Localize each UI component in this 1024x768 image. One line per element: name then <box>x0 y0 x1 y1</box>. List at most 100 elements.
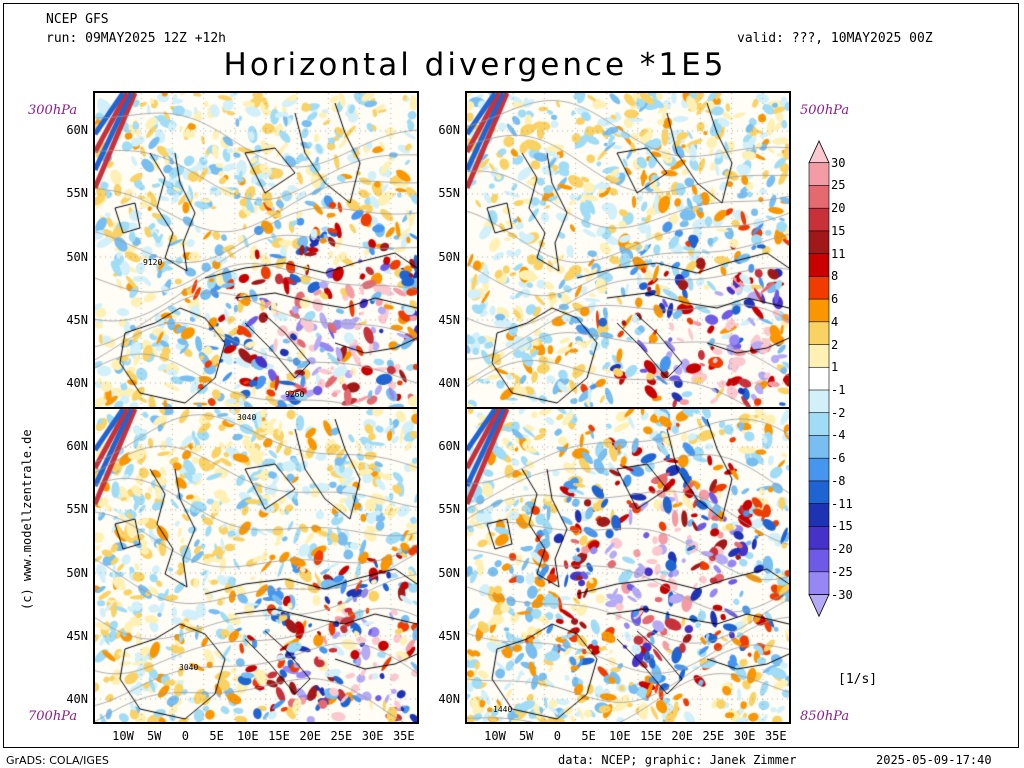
lon-label: 30E <box>361 729 384 743</box>
valid-time: valid: ???, 10MAY2025 00Z <box>737 31 933 46</box>
colorbar-swatch <box>808 298 830 323</box>
colorbar-swatch <box>808 321 830 346</box>
colorbar-tick-label: -6 <box>831 451 846 466</box>
lon-label: 10E <box>236 729 259 743</box>
lon-label: 35E <box>764 729 787 743</box>
lon-label: 15E <box>640 729 662 743</box>
level-label-700: 700hPa <box>28 709 78 724</box>
colorbar-tick-label: 11 <box>831 246 846 261</box>
contour-label: 1440 <box>493 705 513 714</box>
colorbar-tick-label: 15 <box>831 223 846 238</box>
colorbar-tick-label: 4 <box>831 314 839 329</box>
colorbar <box>808 140 830 618</box>
lat-label: 55N <box>66 502 88 516</box>
lon-label: 0 <box>553 729 561 743</box>
colorbar-tick-label: -1 <box>831 383 846 397</box>
colorbar-tick-label: -30 <box>831 587 853 602</box>
contour-label: 9120 <box>143 258 163 267</box>
colorbar-tick-label: 8 <box>831 269 839 284</box>
colorbar-swatch <box>808 344 830 369</box>
colorbar-tick-label: -20 <box>831 542 853 557</box>
lat-label: 45N <box>438 629 460 643</box>
lon-label: 10W <box>484 729 506 743</box>
contour-label: 3040 <box>237 413 257 422</box>
lat-label: 50N <box>66 250 88 264</box>
footer-credits: data: NCEP; graphic: Janek Zimmer <box>558 753 797 767</box>
contour-label: 9260 <box>285 390 305 399</box>
lat-label: 60N <box>66 123 88 137</box>
colorbar-swatch <box>808 366 830 391</box>
lat-label: 55N <box>438 502 460 516</box>
colorbar-tick-label: 6 <box>831 292 839 307</box>
lon-label: 10W <box>112 729 134 743</box>
run-time: run: 09MAY2025 12Z +12h <box>46 31 227 46</box>
colorbar-swatch <box>808 526 830 550</box>
colorbar-swatch <box>808 457 830 482</box>
panel-500hpa <box>465 91 791 409</box>
lat-label: 55N <box>66 186 88 200</box>
footer-grads: GrADS: COLA/IGES <box>6 754 109 767</box>
colorbar-swatch <box>808 389 830 414</box>
footer-timestamp: 2025-05-09-17:40 <box>876 753 992 767</box>
map-title: Horizontal divergence *1E5 <box>223 47 727 83</box>
lon-label: 25E <box>702 729 725 743</box>
lat-label: 40N <box>66 376 88 390</box>
panel-850hpa: 1440 <box>465 407 791 724</box>
lat-label: 55N <box>438 186 460 200</box>
lat-label: 40N <box>438 692 460 706</box>
lat-label: 45N <box>66 629 88 643</box>
lat-label: 45N <box>438 313 460 327</box>
lon-label: 20E <box>299 729 322 743</box>
lon-label: 0 <box>181 729 189 743</box>
level-label-850: 850hPa <box>800 709 850 724</box>
contour-label: 3040 <box>179 663 199 672</box>
colorbar-tick-label: 20 <box>831 201 846 216</box>
figure-frame <box>3 3 1019 748</box>
colorbar-swatch <box>808 185 830 209</box>
lat-label: 50N <box>66 566 88 580</box>
lat-label: 40N <box>66 692 88 706</box>
colorbar-tick-label: 25 <box>831 178 846 193</box>
colorbar-unit: [1/s] <box>838 672 878 687</box>
colorbar-tick-label: -25 <box>831 564 853 579</box>
lon-label: 10E <box>608 729 631 743</box>
colorbar-swatch <box>808 548 830 573</box>
colorbar-swatch <box>808 162 830 187</box>
colorbar-swatch <box>808 276 830 300</box>
lon-label: 5W <box>146 729 162 743</box>
colorbar-swatch <box>808 207 830 232</box>
colorbar-tick-label: 30 <box>831 155 846 170</box>
lat-label: 45N <box>66 313 88 327</box>
colorbar-tick-label: -15 <box>831 519 853 534</box>
lat-label: 60N <box>438 439 460 453</box>
panel-700hpa: 3040 3040 <box>93 407 419 724</box>
colorbar-swatch <box>808 480 830 505</box>
lon-label: 5E <box>581 729 596 743</box>
level-label-500: 500hPa <box>800 103 850 118</box>
colorbar-swatch <box>808 503 830 528</box>
colorbar-tick-label: 2 <box>831 337 839 352</box>
colorbar-tick-label: -2 <box>831 405 846 420</box>
colorbar-swatch <box>808 571 830 596</box>
copyright-text: (c) www.modellzentrale.de <box>20 429 34 610</box>
colorbar-tick-label: -8 <box>831 473 846 488</box>
lat-label: 60N <box>438 123 460 137</box>
lon-label: 30E <box>733 729 756 743</box>
colorbar-triangle-top <box>808 140 830 164</box>
colorbar-swatch <box>808 435 830 459</box>
model-name: NCEP GFS <box>46 12 109 27</box>
lat-label: 50N <box>438 250 460 264</box>
colorbar-swatch <box>808 230 830 255</box>
level-label-300: 300hPa <box>28 103 78 118</box>
lon-label: 5E <box>209 729 224 743</box>
lat-label: 50N <box>438 566 460 580</box>
colorbar-tick-label: -11 <box>831 496 853 511</box>
lat-label: 40N <box>438 376 460 390</box>
lon-label: 35E <box>392 729 415 743</box>
lon-label: 20E <box>671 729 694 743</box>
lon-label: 25E <box>330 729 353 743</box>
lat-label: 60N <box>66 439 88 453</box>
colorbar-tick-label: -4 <box>831 428 846 443</box>
colorbar-swatch <box>808 412 830 437</box>
lon-label: 15E <box>268 729 290 743</box>
